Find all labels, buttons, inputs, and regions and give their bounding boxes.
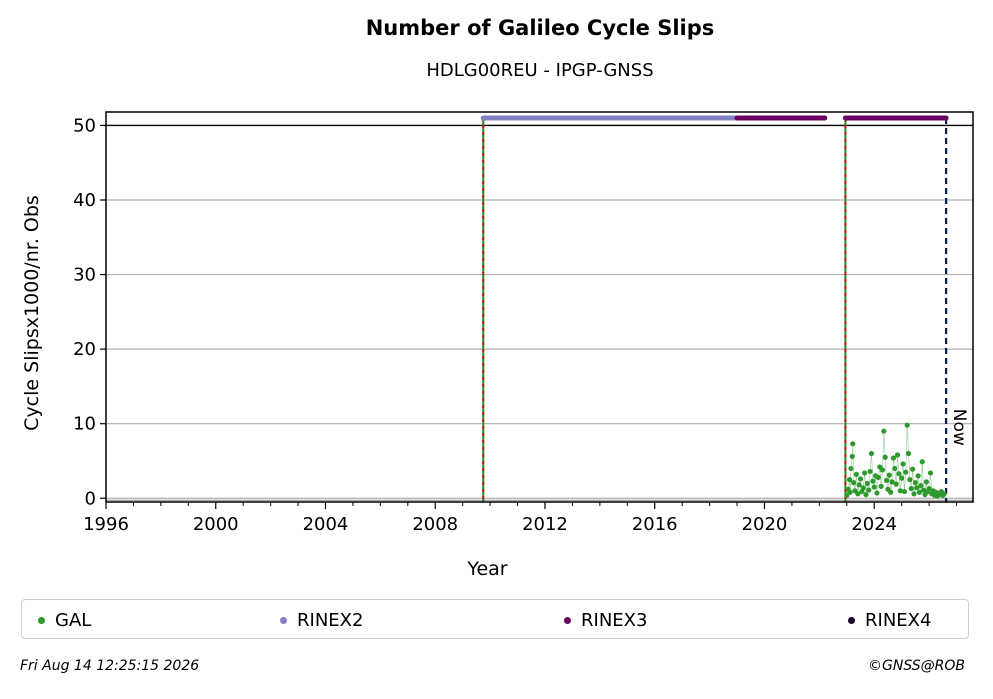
gal-point [849, 453, 855, 460]
y-tick-label: 10 [73, 414, 96, 435]
x-tick-label: 2000 [193, 514, 239, 535]
gal-point [866, 487, 872, 493]
legend-label-rinex2: RINEX2 [297, 609, 364, 631]
gal-point [886, 472, 892, 478]
gal-point [868, 450, 875, 457]
gal-point [904, 422, 910, 428]
legend-item-rinex4: RINEX4 [848, 600, 931, 640]
x-tick-label: 2004 [303, 514, 349, 535]
gal-point [914, 485, 920, 491]
footer-copyright: ©GNSS@ROB [868, 658, 965, 674]
y-tick-label: 50 [73, 115, 96, 136]
x-tick-label: 2012 [522, 514, 568, 535]
legend-marker-rinex2 [280, 616, 287, 624]
gal-point [855, 491, 861, 497]
legend-item-rinex2: RINEX2 [280, 600, 363, 640]
y-tick-label: 40 [73, 190, 96, 211]
x-tick-label: 1996 [83, 514, 129, 535]
x-tick-label: 2016 [632, 514, 678, 535]
x-tick-label: 2024 [851, 514, 897, 535]
legend-label-gal: GAL [55, 609, 92, 631]
gal-point [850, 441, 856, 447]
gal-point [879, 467, 886, 473]
gal-point [901, 488, 908, 495]
legend-label-rinex4: RINEX4 [865, 609, 932, 631]
plot-frame [105, 111, 974, 503]
gal-point [893, 481, 899, 487]
legend-marker-rinex4 [848, 616, 855, 624]
gal-point [908, 485, 914, 492]
gal-point [912, 480, 918, 486]
gal-point [851, 480, 857, 486]
legend-marker-rinex3 [564, 616, 571, 624]
gal-point [896, 471, 902, 477]
gal-point [918, 482, 924, 489]
gal-point [941, 491, 947, 497]
y-tick-label: 30 [73, 265, 96, 286]
legend-item-gal: GAL [38, 600, 91, 640]
gal-point [844, 492, 850, 498]
x-tick-label: 2020 [742, 514, 788, 535]
gal-point [875, 474, 881, 480]
gal-point [870, 478, 876, 484]
x-tick-label: 2008 [412, 514, 458, 535]
footer-date: Fri Aug 14 12:25:15 2026 [20, 658, 200, 674]
gal-point [921, 487, 927, 493]
y-tick-label: 0 [85, 488, 96, 509]
gal-point [911, 491, 917, 497]
chart-legend: GAL RINEX2 RINEX3 RINEX4 [21, 599, 969, 639]
y-axis-label: Cycle Slipsx1000/nr. Obs [21, 195, 43, 431]
gal-point [900, 461, 906, 467]
gal-point [888, 489, 894, 495]
legend-item-rinex3: RINEX3 [564, 600, 647, 640]
gal-point [867, 468, 873, 475]
gal-point [874, 490, 880, 496]
gal-point [905, 450, 912, 457]
gal-point [863, 491, 869, 498]
gal-point [864, 480, 870, 486]
gal-point [853, 471, 859, 478]
chart-subtitle: HDLG00REU - IPGP-GNSS [426, 60, 654, 81]
gal-point [892, 465, 898, 472]
gal-point [919, 459, 925, 465]
gal-point [927, 470, 934, 476]
now-label: Now [949, 409, 969, 446]
gal-point [847, 489, 853, 495]
gal-point [899, 475, 905, 481]
gal-point [915, 473, 921, 479]
gal-point [883, 477, 890, 483]
gal-point [903, 469, 909, 475]
gal-point [848, 465, 854, 472]
gal-point [878, 483, 884, 489]
gal-point [894, 452, 901, 458]
gal-point [860, 485, 866, 491]
gal-point [897, 488, 903, 494]
legend-marker-gal [38, 616, 45, 624]
legend-label-rinex3: RINEX3 [581, 609, 648, 631]
x-axis-label: Year [466, 558, 507, 580]
gal-point [881, 428, 887, 434]
chart-title: Number of Galileo Cycle Slips [365, 16, 715, 40]
gal-point [871, 484, 877, 490]
y-tick-label: 20 [73, 339, 96, 360]
gal-point [923, 479, 929, 485]
gal-point [916, 489, 923, 495]
gal-point [857, 476, 864, 482]
gal-point [907, 477, 913, 483]
gal-point [856, 482, 862, 488]
gal-point [889, 479, 895, 485]
gal-point [926, 485, 932, 492]
gal-point [846, 477, 853, 483]
gal-point [882, 454, 888, 460]
gal-point [862, 470, 868, 476]
gal-point [890, 455, 897, 461]
gal-point [910, 466, 916, 472]
